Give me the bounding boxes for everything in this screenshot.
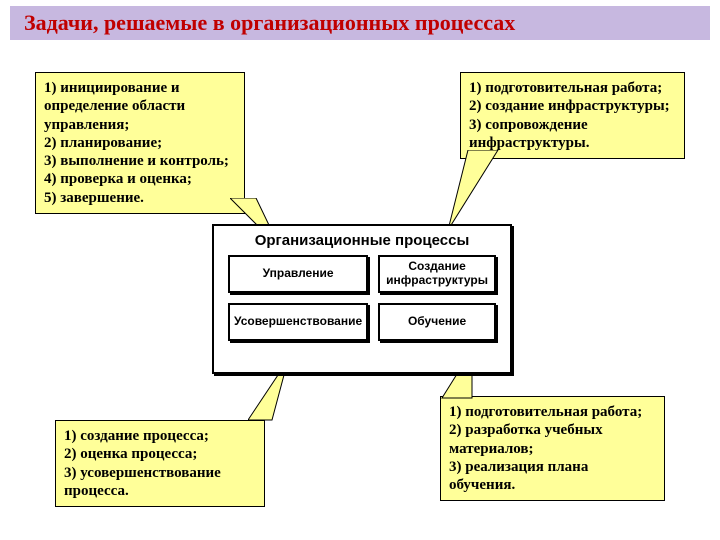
callout-line: 1) создание процесса;	[64, 427, 256, 445]
callout-line: 1) подготовительная работа;	[469, 79, 676, 97]
callout-line: 3) усовершенствование	[64, 464, 256, 482]
diagram-cell-improvement: Усовершенствование	[228, 303, 368, 341]
title-bar: Задачи, решаемые в организационных проце…	[10, 6, 710, 40]
callout-top-left: 1) инициирование иопределение областиупр…	[35, 72, 245, 214]
callout-line: 3) реализация плана	[449, 458, 656, 476]
callout-line: 2) планирование;	[44, 134, 236, 152]
callout-bottom-left: 1) создание процесса;2) оценка процесса;…	[55, 420, 265, 507]
diagram-organizational-processes: Организационные процессы Управление Созд…	[212, 224, 512, 374]
callout-line: материалов;	[449, 440, 656, 458]
callout-line: 2) создание инфраструктуры;	[469, 97, 676, 115]
diagram-cell-management: Управление	[228, 255, 368, 293]
callout-line: 3) сопровождение	[469, 116, 676, 134]
page-title: Задачи, решаемые в организационных проце…	[10, 10, 515, 36]
callout-line: 5) завершение.	[44, 189, 236, 207]
callout-line: определение области	[44, 97, 236, 115]
callout-line: 2) оценка процесса;	[64, 445, 256, 463]
diagram-grid: Управление Создание инфраструктуры Усове…	[214, 255, 510, 355]
diagram-cell-training: Обучение	[378, 303, 496, 341]
callout-line: 4) проверка и оценка;	[44, 170, 236, 188]
callout-line: управления;	[44, 116, 236, 134]
callout-tail-top-right	[448, 150, 528, 230]
callout-line: 1) инициирование и	[44, 79, 236, 97]
diagram-cell-infrastructure: Создание инфраструктуры	[378, 255, 496, 293]
diagram-title: Организационные процессы	[214, 226, 510, 255]
callout-line: процесса.	[64, 482, 256, 500]
callout-top-right: 1) подготовительная работа;2) создание и…	[460, 72, 685, 159]
callout-line: 3) выполнение и контроль;	[44, 152, 236, 170]
callout-line: обучения.	[449, 476, 656, 494]
